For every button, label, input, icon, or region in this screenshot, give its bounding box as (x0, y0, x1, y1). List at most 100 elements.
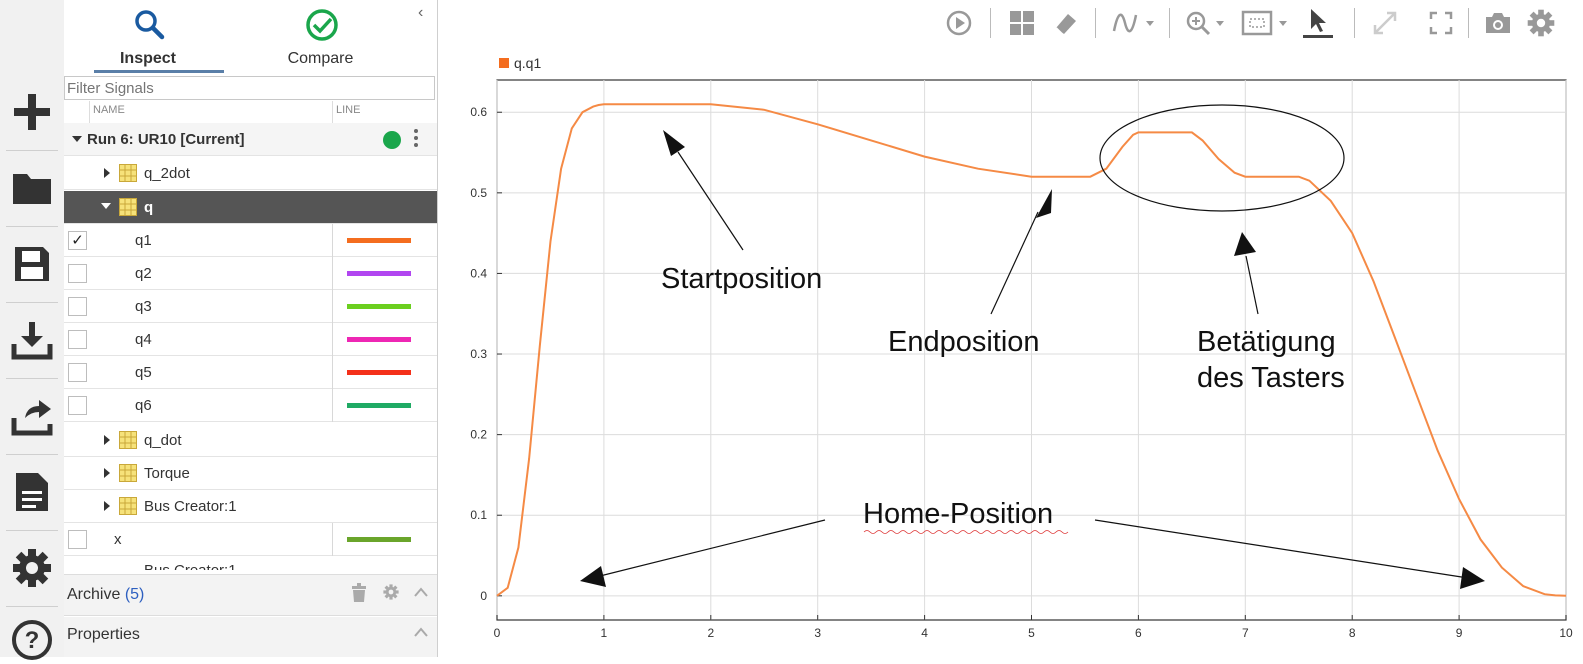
table-icon (119, 164, 137, 182)
svg-text:?: ? (25, 627, 40, 654)
tab-inspect[interactable]: Inspect (94, 0, 224, 73)
chevron-up-icon[interactable] (414, 587, 428, 597)
play-replay-icon[interactable] (943, 8, 975, 38)
line-style-swatch[interactable] (347, 403, 411, 408)
x-tick-label: 4 (921, 626, 928, 640)
tree-item-partial[interactable]: Bus Creator:1 (64, 556, 437, 570)
camera-icon[interactable] (1482, 8, 1514, 38)
line-style-swatch[interactable] (347, 304, 411, 309)
tree-item-label: q_dot (144, 432, 182, 449)
archive-bar[interactable]: Archive (5) (64, 574, 437, 616)
save-icon[interactable] (8, 240, 56, 288)
line-style-swatch[interactable] (347, 537, 411, 542)
caret-down-icon[interactable] (101, 203, 111, 209)
tree-item-bus-creator[interactable]: Bus Creator:1 (64, 490, 437, 523)
tree-item-torque[interactable]: Torque (64, 457, 437, 490)
legend-label[interactable]: q.q1 (514, 55, 542, 71)
signal-row-q6[interactable]: q6 (64, 389, 437, 422)
fullscreen-icon[interactable] (1426, 8, 1456, 38)
signal-checkbox[interactable] (68, 330, 87, 349)
collapse-panel-icon[interactable]: ‹ (418, 4, 424, 21)
annotation-button-line1: Betätigung (1197, 326, 1336, 358)
x-tick-label: 3 (814, 626, 821, 640)
highlight-ellipse (1099, 104, 1345, 212)
caret-down-icon[interactable] (72, 136, 82, 142)
signal-label: q1 (135, 232, 152, 249)
signal-checkbox[interactable] (68, 530, 87, 549)
tree-item-q-2dot[interactable]: q_2dot (64, 157, 437, 190)
more-options-icon[interactable] (414, 129, 418, 147)
table-icon (119, 464, 137, 482)
gear-icon[interactable] (8, 544, 56, 592)
signal-checkbox[interactable]: ✓ (68, 231, 87, 250)
signal-label: q5 (135, 364, 152, 381)
arrow-home-left-line (599, 519, 826, 577)
arrow-end-head (1036, 189, 1052, 218)
y-tick-label: 0.6 (470, 105, 487, 119)
signal-checkbox[interactable] (68, 264, 87, 283)
caret-right-icon[interactable] (104, 468, 110, 478)
expand-diagonal-icon[interactable] (1370, 8, 1400, 38)
x-tick-label: 9 (1456, 626, 1463, 640)
legend-swatch (499, 58, 509, 68)
signal-checkbox[interactable] (68, 396, 87, 415)
signal-label: q3 (135, 298, 152, 315)
signal-style-icon[interactable] (1110, 8, 1160, 38)
line-style-swatch[interactable] (347, 238, 411, 243)
signal-label: q6 (135, 397, 152, 414)
action-rail: ? (0, 0, 65, 660)
plus-icon[interactable] (8, 88, 56, 136)
layout-grid-icon[interactable] (1007, 8, 1037, 38)
tree-item-label: q (144, 199, 154, 216)
caret-right-icon[interactable] (104, 501, 110, 511)
archive-settings-icon[interactable] (383, 584, 399, 600)
signal-checkbox[interactable] (68, 297, 87, 316)
signal-row-x[interactable]: x (64, 523, 437, 556)
arrow-home-right-head (1460, 567, 1485, 589)
properties-bar[interactable]: Properties (64, 617, 437, 657)
document-icon[interactable] (8, 468, 56, 516)
signal-row-q1[interactable]: ✓ q1 (64, 224, 437, 257)
column-header-name: NAME (93, 104, 125, 116)
tab-compare[interactable]: Compare (268, 0, 373, 72)
tree-item-q[interactable]: q (64, 191, 437, 224)
x-tick-label: 10 (1559, 626, 1573, 640)
y-tick-label: 0.5 (470, 186, 487, 200)
arrow-home-right-line (1094, 519, 1469, 579)
share-icon[interactable] (8, 392, 56, 440)
tab-compare-label: Compare (287, 50, 354, 67)
signal-checkbox[interactable] (68, 363, 87, 382)
archive-count: (5) (124, 586, 145, 603)
signal-row-q4[interactable]: q4 (64, 323, 437, 356)
signal-row-q3[interactable]: q3 (64, 290, 437, 323)
search-icon (135, 10, 165, 40)
arrow-button-line (1245, 255, 1259, 315)
eraser-icon[interactable] (1050, 8, 1080, 38)
download-icon[interactable] (8, 316, 56, 364)
signal-row-q5[interactable]: q5 (64, 356, 437, 389)
zoom-in-icon[interactable] (1183, 8, 1229, 38)
line-style-swatch[interactable] (347, 337, 411, 342)
arrow-home-left-head (580, 566, 606, 587)
signal-row-q2[interactable]: q2 (64, 257, 437, 290)
chevron-up-icon[interactable] (414, 627, 428, 637)
line-style-swatch[interactable] (347, 370, 411, 375)
trash-icon[interactable] (351, 583, 367, 603)
filter-signals-input[interactable] (64, 76, 435, 100)
annotation-button-line2: des Tasters (1197, 362, 1345, 394)
plot-settings-icon[interactable] (1525, 8, 1557, 38)
annotation-home-position: Home-Position (863, 498, 1054, 530)
caret-right-icon[interactable] (104, 435, 110, 445)
series-line-q-q1 (496, 103, 1567, 597)
signal-plot[interactable]: 0 1 2 3 4 5 6 7 8 9 10 0 0.1 0.2 0.3 0.4 0.5 0.6 (438, 70, 1578, 645)
cursor-select-icon[interactable] (1302, 8, 1334, 38)
signal-label: q2 (135, 265, 152, 282)
caret-right-icon[interactable] (104, 168, 110, 178)
fit-to-view-icon[interactable] (1240, 8, 1292, 38)
line-style-swatch[interactable] (347, 271, 411, 276)
run-row[interactable]: Run 6: UR10 [Current] (64, 123, 437, 156)
tree-item-q-dot[interactable]: q_dot (64, 424, 437, 457)
tree-item-label: Torque (144, 465, 190, 482)
folder-icon[interactable] (8, 164, 56, 212)
x-tick-label: 7 (1242, 626, 1249, 640)
